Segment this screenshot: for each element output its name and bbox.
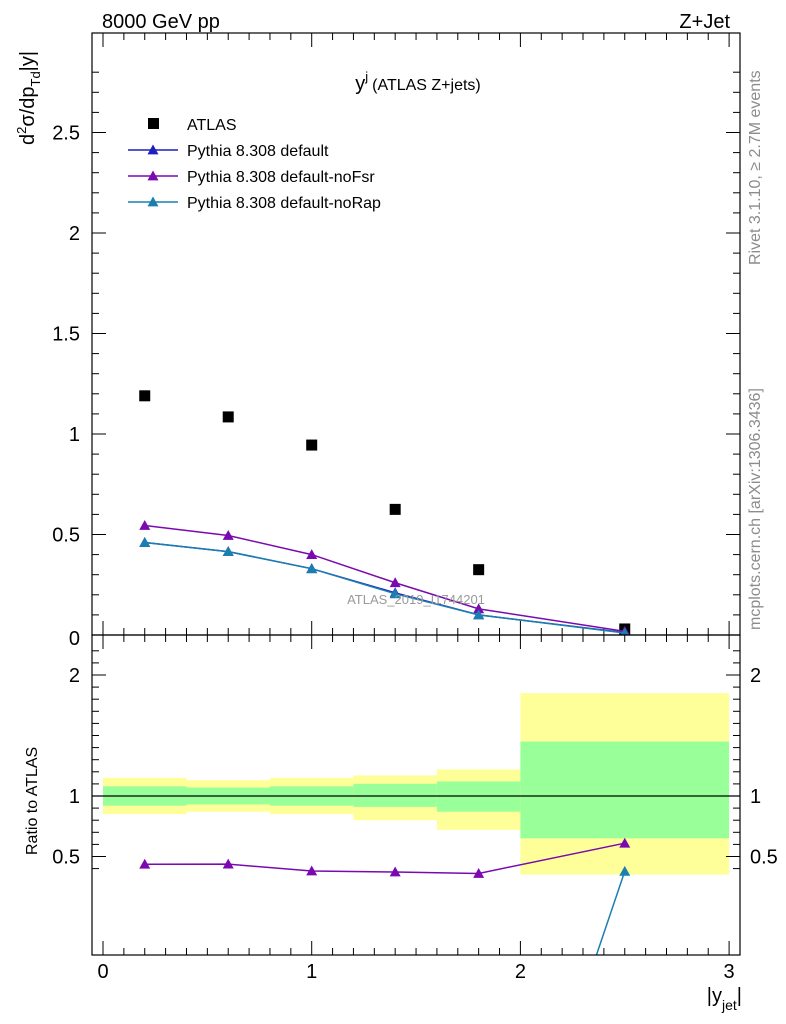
ratio-xtick-label: 1	[306, 961, 317, 983]
xlabel-main: |y	[707, 985, 722, 1007]
legend: ATLAS Pythia 8.308 default Pythia 8.308 de…	[128, 117, 381, 212]
ratio-ylabel: Ratio to ATLAS	[24, 747, 41, 855]
ratio-data-point-0	[473, 867, 485, 878]
ratio-xlabel: |yjet|	[707, 985, 742, 1013]
main-ylabel: d2σ/dpTd|y|	[14, 51, 43, 145]
legend-marker-1	[147, 144, 159, 155]
ratio-band-green	[436, 781, 521, 812]
data-point-series-3	[473, 609, 485, 620]
data-point-series-3	[139, 537, 151, 547]
legend-label-3: Pythia 8.308 default-noRap	[187, 195, 381, 212]
ratio-ytick-label: 1	[69, 786, 80, 808]
data-point-series-3	[389, 588, 401, 599]
main-title: yj (ATLAS Z+jets)	[355, 69, 481, 95]
main-title-rest: (ATLAS Z+jets)	[372, 77, 481, 94]
rivet-version-label: Rivet 3.1.10, ≥ 2.7M events	[747, 70, 764, 265]
ratio-data-point-0	[222, 858, 234, 869]
ratio-data-point-0	[389, 866, 401, 877]
ratio-tick-labels: 0.5 0.5 1 1 2 2 0 1 2 3	[52, 665, 778, 983]
main-ytick-label: 1.5	[52, 324, 80, 346]
data-point-series-3	[306, 563, 318, 574]
ratio-ytick-label: 2	[69, 665, 80, 687]
main-ytick-label: 2	[69, 223, 80, 245]
data-point-atlas	[473, 564, 485, 576]
ratio-data-marks	[139, 837, 631, 955]
main-title-symbol: y	[355, 73, 365, 95]
data-point-atlas	[306, 439, 318, 451]
ratio-data-point-0	[306, 865, 318, 876]
legend-label-2: Pythia 8.308 default-noFsr	[187, 169, 375, 186]
data-point-series-2	[139, 519, 151, 530]
header-right-label: Z+Jet	[679, 11, 730, 33]
data-point-series-3	[620, 627, 629, 635]
ylabel-sup: 2	[14, 127, 29, 134]
series-line-1	[144, 541, 625, 634]
data-point-series-2	[473, 603, 485, 614]
data-point-series-3	[222, 546, 234, 556]
ylabel-sub: Td	[28, 71, 43, 86]
series-line-2	[144, 524, 625, 633]
data-point-atlas	[139, 390, 151, 402]
ratio-data-point-0	[139, 858, 151, 869]
ratio-ytick-label-right: 1	[750, 786, 761, 808]
ratio-ytick-label: 0.5	[52, 847, 80, 869]
ratio-ytick-label-right: 2	[750, 665, 761, 687]
main-ticks	[92, 33, 740, 636]
header-left-label: 8000 GeV pp	[102, 11, 220, 33]
series-line-3	[144, 541, 625, 634]
ratio-ticks	[92, 635, 740, 955]
data-point-series-2	[306, 549, 318, 559]
ratio-band-green	[353, 783, 437, 807]
data-point-atlas	[389, 503, 401, 515]
data-point-series-2	[389, 577, 401, 588]
mcplots-label: mcplots.cern.ch [arXiv:1306.3436]	[747, 388, 764, 630]
ratio-xtick-label: 0	[97, 961, 108, 983]
main-ytick-label: 2.5	[52, 123, 80, 145]
ratio-data-point-1	[619, 865, 631, 876]
ylabel-d: d	[17, 134, 39, 145]
main-ytick-label: 0.5	[52, 525, 80, 547]
ratio-uncertainty-bands	[92, 693, 740, 875]
legend-marker-atlas	[148, 118, 159, 129]
main-panel: 0.511.522.50 yj(ATLAS Z+jets) d2σ/dpTd|y…	[14, 32, 741, 651]
main-tick-labels: 0.5 1 1.5 2 2.5 0	[52, 123, 80, 651]
ratio-series-line-0	[144, 842, 625, 875]
ratio-ytick-label-right: 0.5	[750, 847, 778, 869]
analysis-watermark: ATLAS_2019_I1744201	[347, 592, 485, 607]
xlabel-end: |	[737, 985, 742, 1007]
ratio-frame	[91, 634, 741, 956]
ratio-xtick-label: 3	[724, 961, 735, 983]
legend-marker-3	[147, 196, 159, 207]
legend-label-1: Pythia 8.308 default	[187, 143, 329, 160]
data-point-series-2	[222, 530, 234, 540]
legend-marker-2	[147, 170, 159, 181]
ratio-series-line-1	[595, 871, 626, 955]
main-ytick-label: 1	[69, 424, 80, 446]
main-data-marks	[139, 390, 631, 635]
legend-label-0: ATLAS	[187, 117, 237, 134]
main-title-sup: j	[364, 69, 368, 84]
ylabel-mid: σ/dp	[17, 86, 39, 126]
ylabel-end: |y|	[17, 51, 39, 71]
xlabel-sub: jet	[721, 997, 737, 1013]
ratio-panel: 0.5 0.5 1 1 2 2 0 1 2 3 Ratio to ATLAS |yjet|	[24, 634, 778, 1013]
ratio-data-point-0	[619, 837, 631, 848]
ratio-band-green	[520, 741, 730, 839]
data-point-atlas	[222, 411, 234, 423]
ratio-xtick-label: 2	[515, 961, 526, 983]
main-ytick-label-zero: 0	[69, 628, 80, 650]
